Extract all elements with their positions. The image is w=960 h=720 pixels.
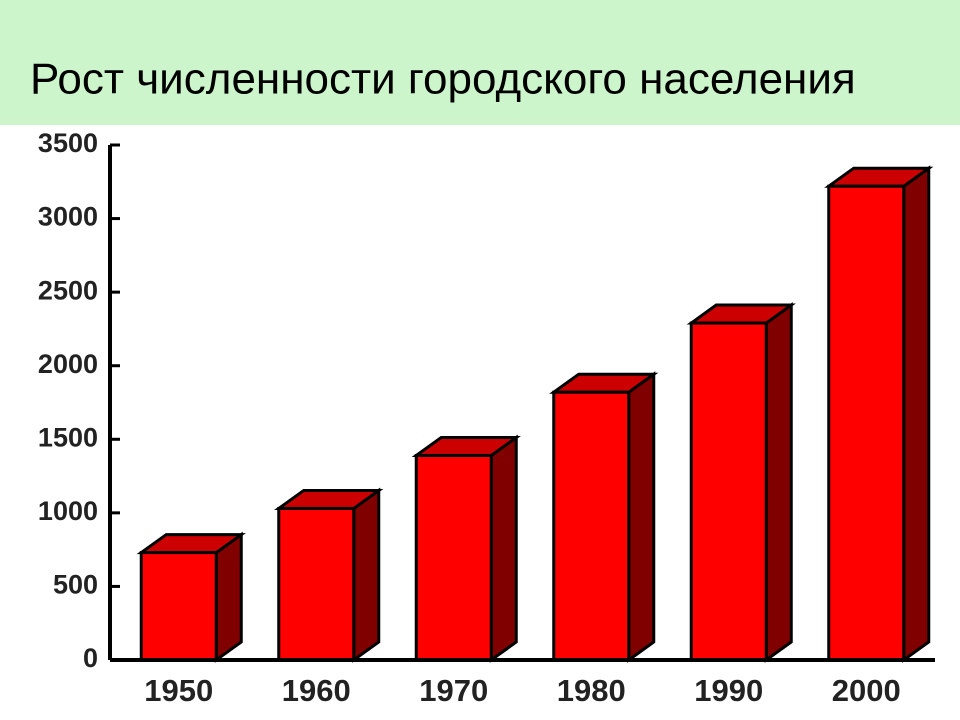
y-tick-label: 0 (83, 643, 98, 673)
y-tick-label: 2500 (38, 275, 98, 305)
x-tick-label: 1950 (144, 673, 213, 708)
title-band (0, 0, 960, 125)
x-tick-label: 1990 (694, 673, 763, 708)
bar-side (489, 434, 518, 663)
bar (414, 453, 493, 662)
y-tick-label: 500 (53, 570, 98, 600)
bar-side (214, 531, 243, 663)
bar (277, 506, 356, 662)
y-tick-label: 3000 (38, 202, 98, 232)
x-tick-label: 1980 (557, 673, 626, 708)
bar-side (352, 487, 381, 663)
y-tick-label: 2000 (38, 349, 98, 379)
bar (139, 551, 218, 662)
bar-side (902, 165, 931, 663)
y-tick-label: 1500 (38, 422, 98, 452)
bar-side (627, 371, 656, 663)
x-tick-label: 2000 (832, 673, 901, 708)
bar-side (764, 302, 793, 663)
chart-title: Рост численности городского населения (30, 55, 856, 104)
x-tick-label: 1970 (419, 673, 488, 708)
bar (689, 321, 768, 662)
x-tick-label: 1960 (282, 673, 351, 708)
y-tick-label: 3500 (38, 128, 98, 158)
bar (827, 184, 906, 662)
bar (552, 390, 631, 662)
y-tick-label: 1000 (38, 496, 98, 526)
